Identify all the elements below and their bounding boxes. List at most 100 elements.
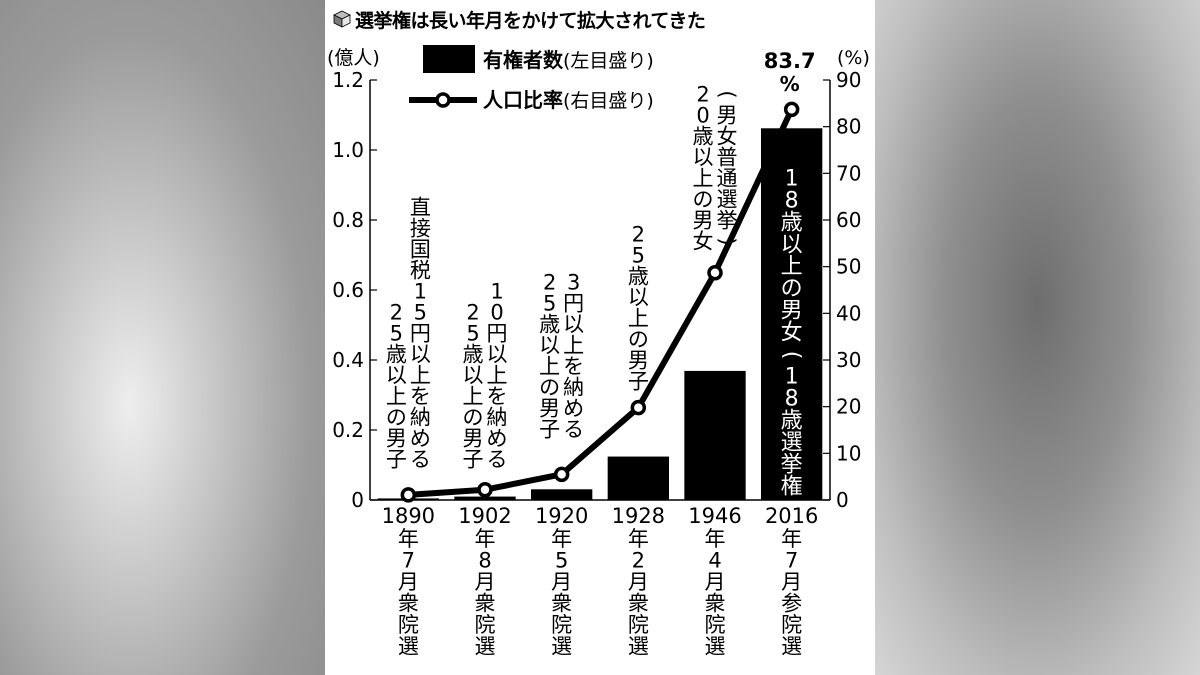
annotation-char: 子 — [463, 448, 484, 472]
annotation-char: 女 — [693, 230, 714, 254]
x-tick-label: 院 — [781, 613, 802, 637]
right-tick-label: 30 — [836, 348, 861, 372]
annotation-char: を — [410, 385, 431, 409]
annotation-char: ) — [779, 505, 804, 514]
x-tick-label: 年 — [398, 527, 419, 551]
annotation-char: 男 — [628, 349, 649, 373]
annotation-char: 女 — [781, 321, 803, 346]
blurred-background-left — [0, 0, 325, 675]
annotation-char: 男 — [463, 427, 484, 451]
right-tick-label: 20 — [836, 395, 861, 419]
annotation-char: 以 — [487, 343, 508, 367]
annotation-char: 歳 — [693, 125, 714, 149]
annotation-char: 上 — [410, 364, 431, 388]
x-tick-label: 衆 — [475, 591, 496, 615]
annotation-char: 男 — [781, 299, 803, 324]
x-tick-label: 選 — [628, 634, 649, 658]
left-axis: 0 0.2 0.4 0.6 0.8 1.0 1.2(億人) — [327, 47, 830, 512]
annotation-char: 以 — [539, 334, 560, 358]
x-tick-label: 2016 — [765, 504, 818, 528]
left-tick-label: 0.8 — [332, 208, 364, 232]
annotation-char: の — [693, 188, 714, 212]
x-tick-label: 年 — [551, 527, 572, 551]
annotation-char: る — [563, 418, 584, 442]
x-tick-label: 衆 — [705, 591, 726, 615]
annotation-char: 国 — [410, 238, 431, 262]
value-label: 83.7 — [764, 49, 816, 73]
annotation-char: 以 — [693, 146, 714, 170]
line-point — [553, 466, 570, 483]
annotation-char: 2 — [390, 301, 403, 325]
annotation-char: 子 — [539, 418, 560, 442]
right-tick-label: 90 — [836, 68, 861, 92]
annotation-char: 選 — [717, 188, 738, 212]
x-tick-label: 院 — [475, 613, 496, 637]
line-point — [707, 264, 723, 281]
annotation-char: 選 — [781, 431, 803, 456]
legend-line-note: (右目盛り) — [563, 90, 654, 112]
annotation-char: 直 — [410, 196, 431, 220]
annotation-char: 以 — [563, 313, 584, 337]
annotation-char: 権 — [781, 475, 803, 500]
x-tick-label: 年 — [475, 527, 496, 551]
bar — [607, 456, 669, 500]
annotation-char: 0 — [696, 104, 709, 128]
x-tick-label: 2 — [632, 548, 645, 572]
legend-bar-label: 有権者数(左目盛り) — [483, 48, 654, 72]
annotation-char: 歳 — [628, 265, 649, 289]
annotation-char: 以 — [410, 343, 431, 367]
x-tick-label: 1890 — [382, 504, 435, 528]
x-tick-label: 月 — [705, 570, 726, 594]
left-tick-label: 0 — [351, 488, 364, 512]
legend-bar-name: 有権者数 — [483, 48, 564, 72]
right-tick-label: 80 — [836, 115, 861, 139]
bar — [454, 496, 516, 500]
left-tick-label: 1.2 — [332, 68, 364, 92]
cube-icon — [333, 10, 351, 28]
x-tick-label: 月 — [475, 570, 496, 594]
right-tick-label: 50 — [836, 255, 861, 279]
annotation-char: め — [563, 397, 584, 421]
line-path — [408, 108, 795, 498]
annotation-char: の — [628, 328, 649, 352]
annotation-char: 円 — [487, 322, 508, 346]
annotation-char: 5 — [632, 244, 645, 268]
bar — [531, 489, 593, 500]
x-tick-label: 5 — [555, 548, 568, 572]
annotation-char: 2 — [632, 223, 645, 247]
x-tick-label: 月 — [398, 570, 419, 594]
annotation-char: 歳 — [463, 343, 484, 367]
annotation-char: を — [487, 385, 508, 409]
x-tick-label: 選 — [705, 634, 726, 658]
right-tick-label: 40 — [836, 301, 861, 325]
line-point — [477, 481, 493, 498]
annotation-char: 接 — [410, 217, 431, 241]
right-axis-unit: (%) — [837, 47, 870, 69]
annotation-char: 上 — [539, 355, 560, 379]
legend-line-label: 人口比率(右目盛り) — [483, 88, 654, 112]
x-tick-label: 院 — [628, 613, 649, 637]
annotation-char: 普 — [717, 146, 738, 170]
x-tick-label: 年 — [781, 527, 802, 551]
left-tick-label: 1.0 — [332, 138, 364, 162]
x-tick-label: 月 — [551, 570, 572, 594]
annotation-char: 2 — [696, 83, 709, 107]
x-tick-label: 選 — [781, 634, 802, 658]
annotation-char: 納 — [410, 406, 431, 430]
annotation-char: 納 — [487, 406, 508, 430]
annotation-char: 8 — [785, 387, 799, 412]
x-tick-label: 選 — [475, 634, 496, 658]
annotation-char: 8 — [785, 189, 799, 214]
annotation-char: 上 — [781, 255, 803, 280]
x-tick-label: 1920 — [535, 504, 588, 528]
annotation-char: 男 — [693, 209, 714, 233]
annotation-char: ( — [715, 90, 739, 98]
right-tick-label: 60 — [836, 208, 861, 232]
annotation-char: ) — [715, 237, 739, 245]
line-point — [783, 101, 800, 118]
